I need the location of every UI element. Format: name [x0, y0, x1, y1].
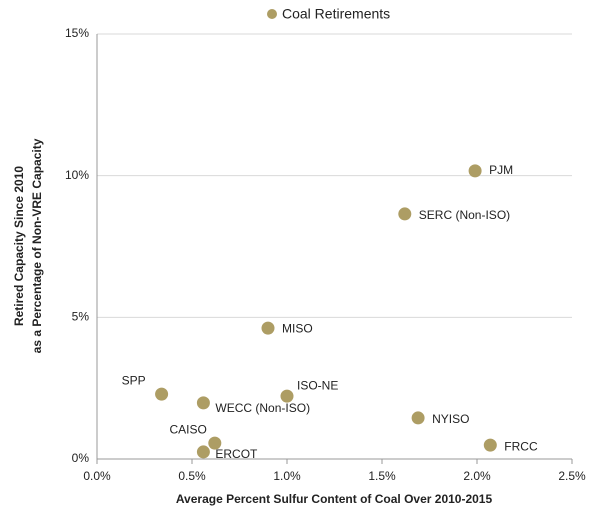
y-tick-label: 5% [72, 310, 90, 324]
x-axis-title: Average Percent Sulfur Content of Coal O… [176, 492, 493, 506]
x-tick-label: 0.5% [178, 469, 206, 483]
point-label: PJM [489, 163, 513, 177]
y-tick-label: 10% [65, 168, 89, 182]
y-tick-label: 15% [65, 26, 89, 40]
point [398, 207, 412, 221]
x-tick-label: 2.0% [463, 469, 491, 483]
x-tick-label: 2.5% [558, 469, 586, 483]
legend-label: Coal Retirements [282, 6, 390, 22]
point [411, 411, 425, 425]
point-label: NYISO [432, 412, 469, 426]
point-label: WECC (Non-ISO) [215, 401, 310, 415]
point-label: FRCC [504, 439, 538, 453]
point-label: MISO [282, 321, 313, 335]
point [468, 164, 482, 178]
x-tick-label: 1.0% [273, 469, 301, 483]
point [208, 436, 222, 450]
point [261, 321, 275, 335]
legend-marker [267, 9, 277, 19]
point-label: ERCOT [215, 447, 258, 461]
point [196, 445, 210, 459]
point [196, 396, 210, 410]
x-tick-label: 1.5% [368, 469, 396, 483]
y-axis-title: Retired Capacity Since 2010 [12, 166, 26, 326]
point-label: SERC (Non-ISO) [419, 208, 510, 222]
point-label: ISO-NE [297, 378, 338, 392]
x-tick-label: 0.0% [83, 469, 111, 483]
y-axis-title: as a Percentage of Non-VRE Capacity [30, 138, 44, 353]
point [155, 387, 169, 401]
point [280, 389, 294, 403]
point [483, 438, 497, 452]
point-label: SPP [122, 373, 146, 387]
y-tick-label: 0% [72, 451, 90, 465]
point-label: CAISO [169, 422, 206, 436]
